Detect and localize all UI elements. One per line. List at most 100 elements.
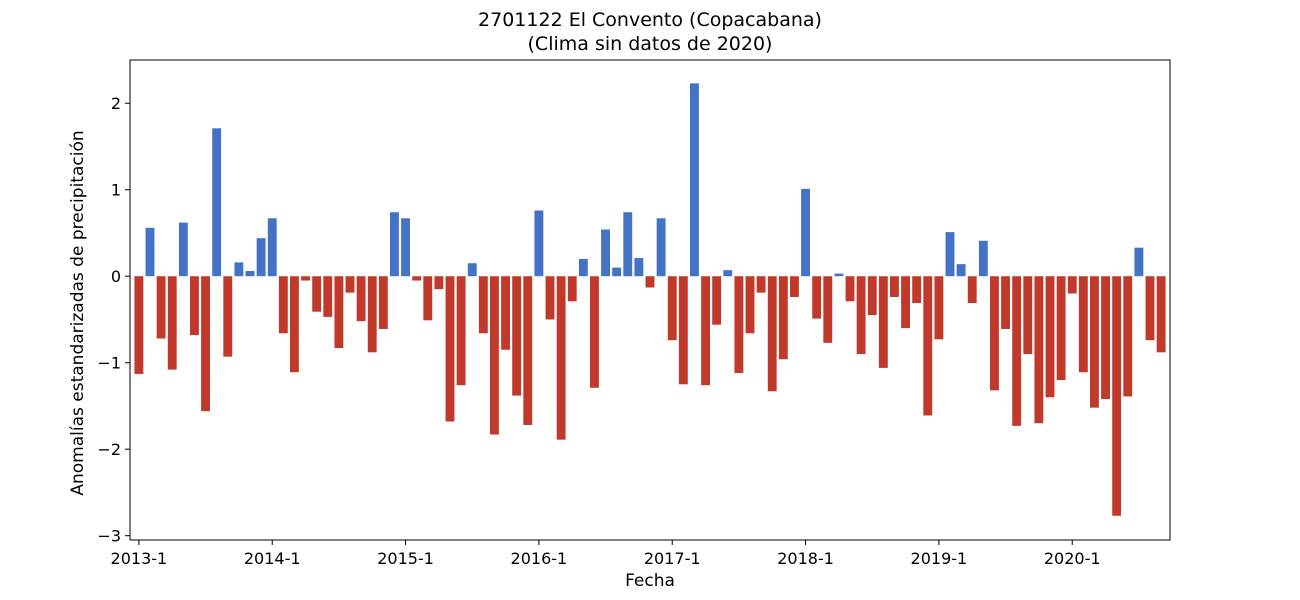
bar xyxy=(945,232,955,277)
bar xyxy=(1012,276,1022,426)
bar xyxy=(523,276,533,425)
bar xyxy=(667,276,677,341)
x-tick-label: 2015-1 xyxy=(377,549,434,568)
bar xyxy=(967,276,977,304)
bar xyxy=(223,276,233,357)
bar xyxy=(390,212,399,277)
bar xyxy=(778,276,788,360)
bar xyxy=(378,276,388,329)
bar xyxy=(590,276,599,388)
bar xyxy=(567,276,577,302)
y-tick-label: 0 xyxy=(111,267,121,286)
bar xyxy=(623,212,633,277)
y-tick-label: −2 xyxy=(97,440,121,459)
bar xyxy=(867,276,877,316)
bar xyxy=(1078,276,1088,373)
bar xyxy=(934,276,944,340)
bar xyxy=(423,276,433,321)
bar xyxy=(856,276,866,355)
bar xyxy=(878,276,888,368)
bar xyxy=(845,276,855,302)
bar xyxy=(456,276,466,386)
bar xyxy=(923,276,933,416)
y-tick-label: 2 xyxy=(111,94,121,113)
bar xyxy=(645,276,655,288)
bar xyxy=(990,276,999,391)
bar xyxy=(634,258,644,277)
x-tick-label: 2019-1 xyxy=(911,549,968,568)
bar xyxy=(1023,276,1033,355)
bar xyxy=(312,276,322,312)
bar xyxy=(178,222,188,277)
chart-subtitle: (Clima sin datos de 2020) xyxy=(527,33,773,55)
bar xyxy=(690,83,699,277)
bar xyxy=(578,258,588,277)
bar xyxy=(323,276,333,317)
bar xyxy=(790,276,799,297)
bar xyxy=(1034,276,1044,424)
bar xyxy=(767,276,777,392)
bar xyxy=(756,276,766,293)
bar xyxy=(545,276,555,320)
bar xyxy=(912,276,922,304)
bar xyxy=(478,276,488,334)
bar xyxy=(190,276,199,336)
x-tick-label: 2017-1 xyxy=(644,549,701,568)
bar xyxy=(801,188,810,277)
bar xyxy=(1056,276,1066,380)
x-axis-label: Fecha xyxy=(625,571,675,591)
bar xyxy=(712,276,722,325)
bar xyxy=(256,238,266,277)
bar xyxy=(534,210,544,277)
bar xyxy=(345,276,355,293)
bar xyxy=(556,276,566,440)
plot-frame xyxy=(129,59,1171,541)
bar xyxy=(201,276,210,412)
bar xyxy=(612,267,622,277)
bar xyxy=(490,276,499,435)
bar xyxy=(267,218,277,277)
bar xyxy=(812,276,822,319)
bar xyxy=(367,276,377,353)
bar xyxy=(1001,276,1010,329)
bar xyxy=(734,276,744,374)
bar xyxy=(445,276,455,422)
bar xyxy=(512,276,522,396)
x-tick-label: 2016-1 xyxy=(511,549,568,568)
bar xyxy=(234,262,244,277)
bar xyxy=(656,218,666,277)
bar xyxy=(834,273,844,277)
bar xyxy=(1045,276,1055,398)
bar xyxy=(1090,276,1099,408)
bar xyxy=(1112,276,1122,516)
bar xyxy=(745,276,755,334)
bar xyxy=(1145,276,1155,341)
bar xyxy=(401,218,410,277)
bar xyxy=(467,263,477,277)
bar xyxy=(1101,276,1110,400)
bar xyxy=(1134,247,1144,277)
y-tick-label: −1 xyxy=(97,354,121,373)
bar xyxy=(978,240,988,277)
bar xyxy=(1156,276,1166,353)
y-tick-label: −3 xyxy=(97,527,121,546)
bar xyxy=(956,264,966,277)
x-tick-label: 2013-1 xyxy=(111,549,168,568)
y-axis: 2 1 0 −1 −2 −3 xyxy=(97,94,130,546)
bar xyxy=(1067,276,1077,294)
bar xyxy=(901,276,910,329)
bar xyxy=(301,276,310,281)
chart-title: 2701122 El Convento (Copacabana) xyxy=(478,9,822,31)
bar xyxy=(501,276,510,350)
bar xyxy=(601,229,610,277)
bar xyxy=(434,276,444,290)
bars-group xyxy=(134,83,1166,516)
bar xyxy=(678,276,688,385)
bar xyxy=(245,271,255,277)
x-tick-label: 2014-1 xyxy=(244,549,301,568)
bar xyxy=(145,227,155,277)
x-tick-label: 2020-1 xyxy=(1044,549,1101,568)
bar xyxy=(212,128,222,277)
bar xyxy=(890,276,899,297)
